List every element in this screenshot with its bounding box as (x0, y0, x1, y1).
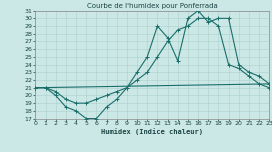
X-axis label: Humidex (Indice chaleur): Humidex (Indice chaleur) (101, 128, 203, 135)
Title: Courbe de l'humidex pour Ponferrada: Courbe de l'humidex pour Ponferrada (87, 3, 218, 9)
